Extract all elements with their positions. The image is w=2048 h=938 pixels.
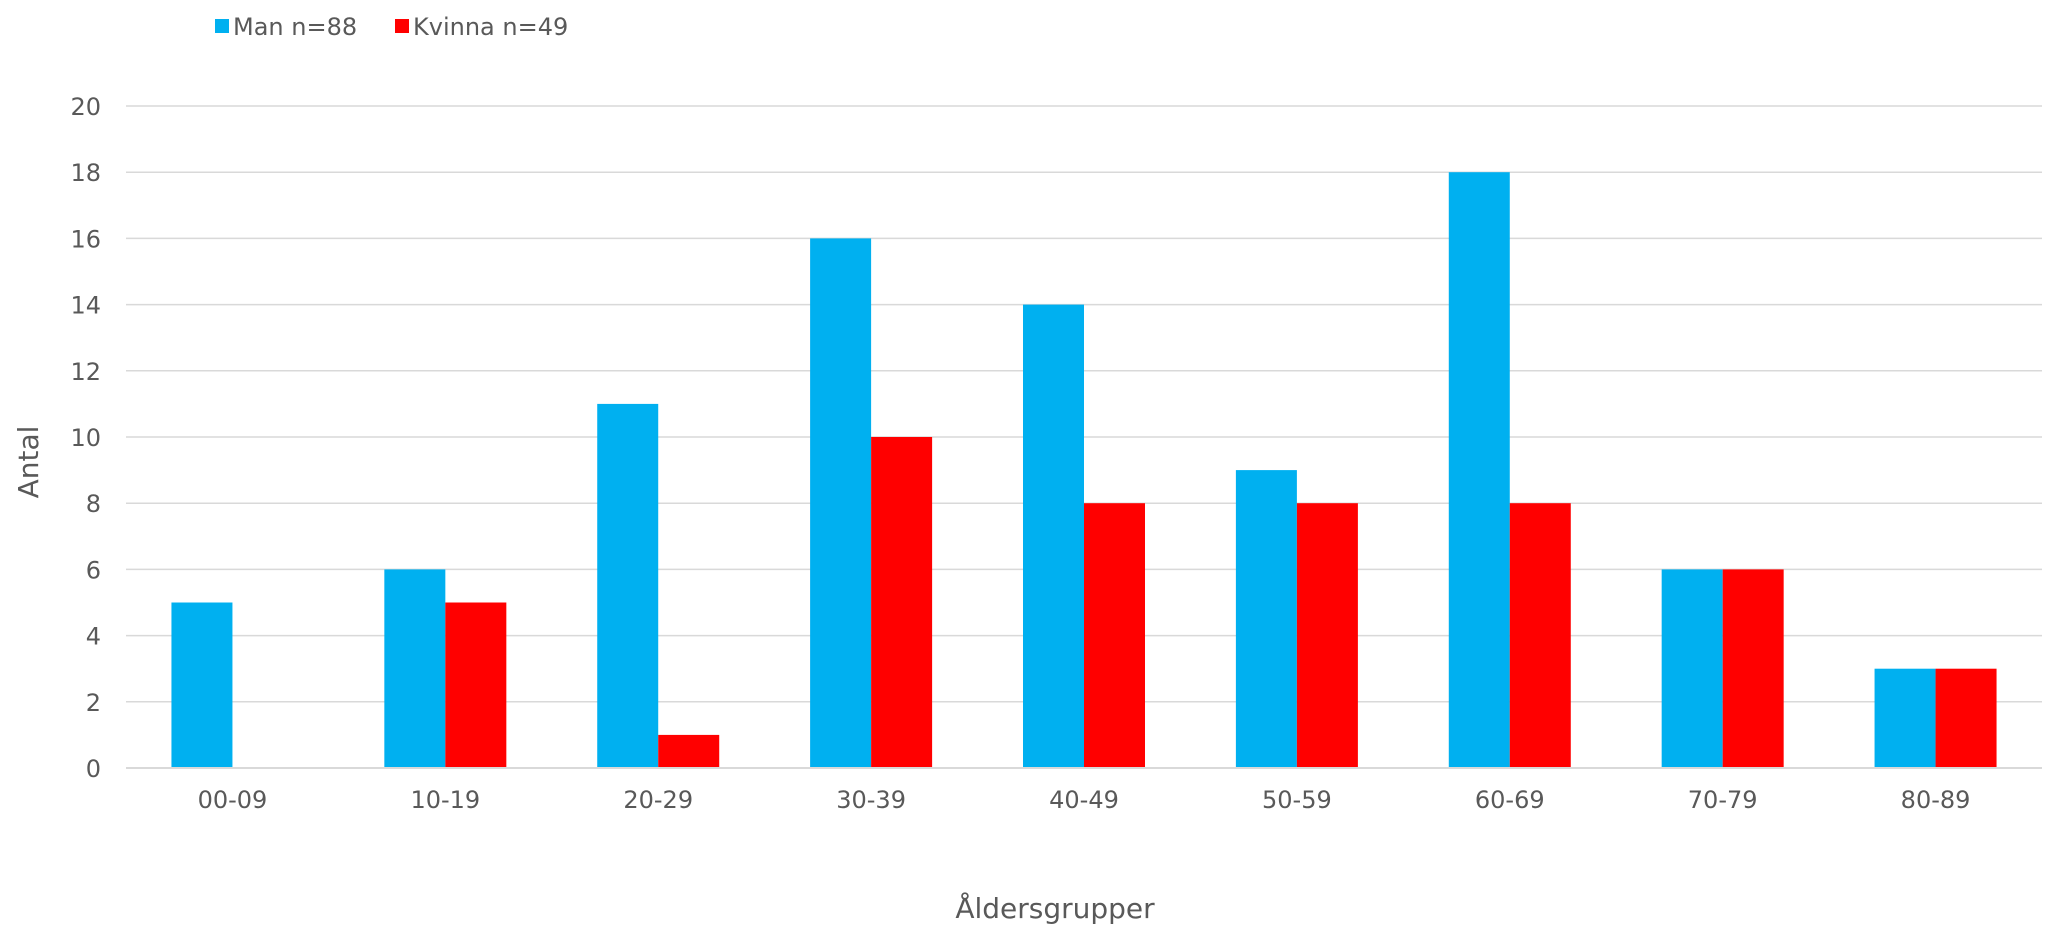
- bar-man-10-19[interactable]: [384, 569, 446, 768]
- y-tick-label: 14: [70, 292, 101, 320]
- legend-label-man[interactable]: Man n=88: [233, 13, 357, 41]
- bar-man-30-39[interactable]: [810, 238, 872, 768]
- bar-kvinna-10-19[interactable]: [445, 602, 507, 769]
- bar-man-40-49[interactable]: [1023, 304, 1084, 768]
- y-tick-label: 10: [70, 424, 101, 452]
- y-tick-label: 18: [70, 159, 101, 187]
- y-tick-label: 12: [70, 358, 101, 386]
- legend: Man n=88 Kvinna n=49: [215, 13, 568, 41]
- bar-man-80-89[interactable]: [1874, 668, 1936, 768]
- x-axis-title: Åldersgrupper: [955, 891, 1155, 925]
- x-tick-label: 30-39: [836, 786, 906, 814]
- bar-man-00-09[interactable]: [171, 602, 233, 769]
- bar-kvinna-50-59[interactable]: [1296, 503, 1358, 768]
- bar-man-60-69[interactable]: [1448, 172, 1510, 768]
- bar-man-20-29[interactable]: [597, 403, 659, 768]
- x-tick-label: 80-89: [1901, 786, 1971, 814]
- y-tick-label: 20: [70, 93, 101, 121]
- y-tick-label: 4: [86, 623, 101, 651]
- y-tick-label: 6: [86, 556, 101, 584]
- y-axis-ticks: 0 2 4 6 8 10 12 14 16 18 20: [70, 93, 101, 783]
- legend-swatch-man: [215, 19, 229, 33]
- x-tick-label: 70-79: [1688, 786, 1758, 814]
- bar-kvinna-20-29[interactable]: [658, 734, 720, 768]
- bar-man-70-79[interactable]: [1661, 569, 1723, 768]
- x-tick-label: 60-69: [1475, 786, 1545, 814]
- y-tick-label: 2: [86, 689, 101, 717]
- x-tick-label: 40-49: [1049, 786, 1119, 814]
- x-tick-label: 50-59: [1262, 786, 1332, 814]
- bar-kvinna-80-89[interactable]: [1935, 668, 1997, 768]
- legend-swatch-kvinna: [395, 19, 409, 33]
- y-tick-label: 0: [86, 755, 101, 783]
- legend-label-kvinna[interactable]: Kvinna n=49: [413, 13, 568, 41]
- bar-kvinna-40-49[interactable]: [1084, 503, 1145, 768]
- x-tick-label: 00-09: [198, 786, 268, 814]
- bar-man-50-59[interactable]: [1235, 470, 1297, 768]
- y-tick-label: 16: [70, 225, 101, 253]
- bar-kvinna-70-79[interactable]: [1722, 569, 1784, 768]
- bar-kvinna-60-69[interactable]: [1509, 503, 1571, 768]
- y-tick-label: 8: [86, 490, 101, 518]
- bar-kvinna-30-39[interactable]: [871, 437, 933, 768]
- bars: [171, 172, 1997, 769]
- y-axis-title: Antal: [12, 426, 45, 499]
- x-tick-label: 20-29: [623, 786, 693, 814]
- x-tick-label: 10-19: [410, 786, 480, 814]
- x-axis-ticks: 00-09 10-19 20-29 30-39 40-49 50-59 60-69 70-79…: [198, 786, 1971, 814]
